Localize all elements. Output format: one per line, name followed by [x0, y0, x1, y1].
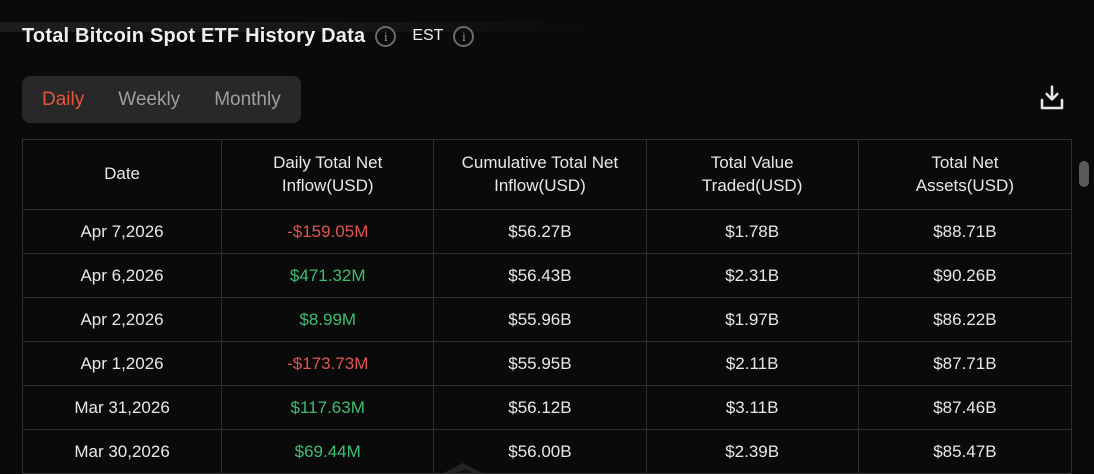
page-edge-glow	[0, 22, 600, 32]
cell-daily-net-inflow: $471.32M	[222, 254, 435, 298]
cell-value-traded: $2.39B	[646, 430, 859, 474]
table-scrollbar-thumb[interactable]	[1079, 161, 1089, 187]
download-button[interactable]	[1034, 80, 1070, 119]
cell-daily-net-inflow: -$173.73M	[222, 342, 435, 386]
cell-daily-net-inflow: -$159.05M	[222, 210, 435, 254]
cell-net-assets: $87.46B	[858, 386, 1071, 430]
download-icon	[1036, 85, 1068, 117]
cell-cumulative-net-inflow: $56.27B	[434, 210, 647, 254]
tab-daily[interactable]: Daily	[42, 88, 85, 110]
etf-history-panel: Total Bitcoin Spot ETF History Data i ES…	[0, 22, 1094, 474]
tab-weekly[interactable]: Weekly	[118, 88, 181, 110]
cell-net-assets: $86.22B	[858, 298, 1071, 342]
title-info-icon[interactable]: i	[375, 25, 397, 47]
cell-date: Apr 6,2026	[23, 254, 223, 298]
cell-value-traded: $2.31B	[646, 254, 859, 298]
cell-cumulative-net-inflow: $56.12B	[434, 386, 647, 430]
tab-monthly[interactable]: Monthly	[214, 88, 281, 110]
cell-date: Apr 1,2026	[23, 342, 223, 386]
toolbar-row: Daily Weekly Monthly	[22, 76, 1072, 123]
cell-date: Apr 7,2026	[23, 210, 223, 254]
cell-cumulative-net-inflow: $55.95B	[434, 342, 647, 386]
cell-cumulative-net-inflow: $56.43B	[434, 254, 647, 298]
cell-date: Mar 30,2026	[23, 430, 223, 474]
period-tab-group: Daily Weekly Monthly	[22, 76, 301, 123]
cell-cumulative-net-inflow: $56.00B	[434, 430, 647, 474]
cell-daily-net-inflow: $8.99M	[222, 298, 435, 342]
cell-cumulative-net-inflow: $55.96B	[434, 298, 647, 342]
cell-value-traded: $3.11B	[646, 386, 859, 430]
cell-daily-net-inflow: $117.63M	[222, 386, 435, 430]
page-title: Total Bitcoin Spot ETF History Data	[22, 24, 366, 47]
cell-value-traded: $2.11B	[646, 342, 859, 386]
timezone-info-icon[interactable]: i	[453, 25, 475, 47]
column-header: Total Value Traded(USD)	[646, 140, 859, 210]
cell-net-assets: $88.71B	[858, 210, 1071, 254]
column-header: Daily Total Net Inflow(USD)	[222, 140, 435, 210]
column-header: Total Net Assets(USD)	[858, 140, 1071, 210]
title-row: Total Bitcoin Spot ETF History Data i ES…	[22, 22, 1072, 50]
column-header: Date	[23, 140, 223, 210]
cell-date: Apr 2,2026	[23, 298, 223, 342]
cell-value-traded: $1.97B	[646, 298, 859, 342]
cell-net-assets: $85.47B	[858, 430, 1071, 474]
cell-net-assets: $87.71B	[858, 342, 1071, 386]
cell-daily-net-inflow: $69.44M	[222, 430, 435, 474]
table-grid: Date Daily Total Net Inflow(USD) Cumulativ…	[22, 139, 1072, 474]
timezone-label: EST	[412, 27, 444, 44]
column-header: Cumulative Total Net Inflow(USD)	[434, 140, 647, 210]
cell-net-assets: $90.26B	[858, 254, 1071, 298]
cell-date: Mar 31,2026	[23, 386, 223, 430]
cell-value-traded: $1.78B	[646, 210, 859, 254]
